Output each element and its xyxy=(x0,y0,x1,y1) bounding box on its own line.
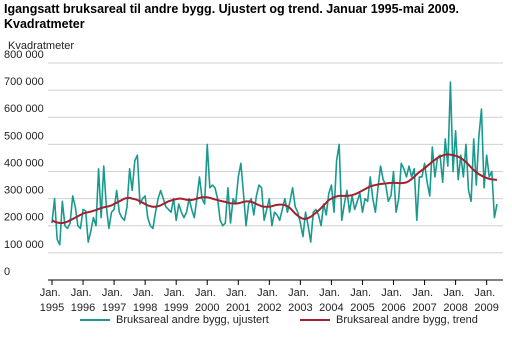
x-tick-label: Jan. 2000 xyxy=(194,287,220,314)
y-axis-label: Kvadratmeter xyxy=(8,40,74,52)
y-tick-label: 200 000 xyxy=(4,212,44,224)
x-tick-label: Jan. 2007 xyxy=(412,287,437,314)
x-tick-label: Jan. 2003 xyxy=(288,287,313,314)
x-tick-label: Jan. 2009 xyxy=(474,287,499,314)
x-tick-label: Jan. 2005 xyxy=(350,287,375,314)
y-tick-label: 500 000 xyxy=(4,130,44,142)
x-tick-label: Jan. 2006 xyxy=(381,287,406,314)
x-tick-label: Jan. 1996 xyxy=(70,287,96,314)
x-tick-label: Jan. 1998 xyxy=(132,287,158,314)
data-line xyxy=(51,81,498,246)
legend-label: Bruksareal andre bygg, trend xyxy=(336,314,478,326)
x-tick-label: Jan. 2008 xyxy=(443,287,468,314)
y-tick-label: 600 000 xyxy=(4,103,44,115)
data-line xyxy=(51,153,498,225)
x-tick-label: Jan. 2004 xyxy=(319,287,344,314)
y-tick-label: 700 000 xyxy=(4,76,44,88)
x-tick-label: Jan. 2001 xyxy=(226,287,251,314)
chart-title: Igangsatt bruksareal til andre bygg. Uju… xyxy=(4,2,460,31)
x-tick-label: Jan. 1999 xyxy=(163,287,189,314)
x-tick-label: Jan. 1995 xyxy=(39,287,65,314)
y-tick-label: 400 000 xyxy=(4,157,44,169)
y-tick-label: 800 000 xyxy=(4,49,44,61)
y-tick-label: 100 000 xyxy=(4,239,44,251)
legend-label: Bruksareal andre bygg, ujustert xyxy=(116,314,269,326)
y-tick-label: 0 xyxy=(4,266,10,278)
y-tick-label: 300 000 xyxy=(4,185,44,197)
x-tick-label: Jan. 2002 xyxy=(257,287,282,314)
x-tick-label: Jan. 1997 xyxy=(101,287,127,314)
